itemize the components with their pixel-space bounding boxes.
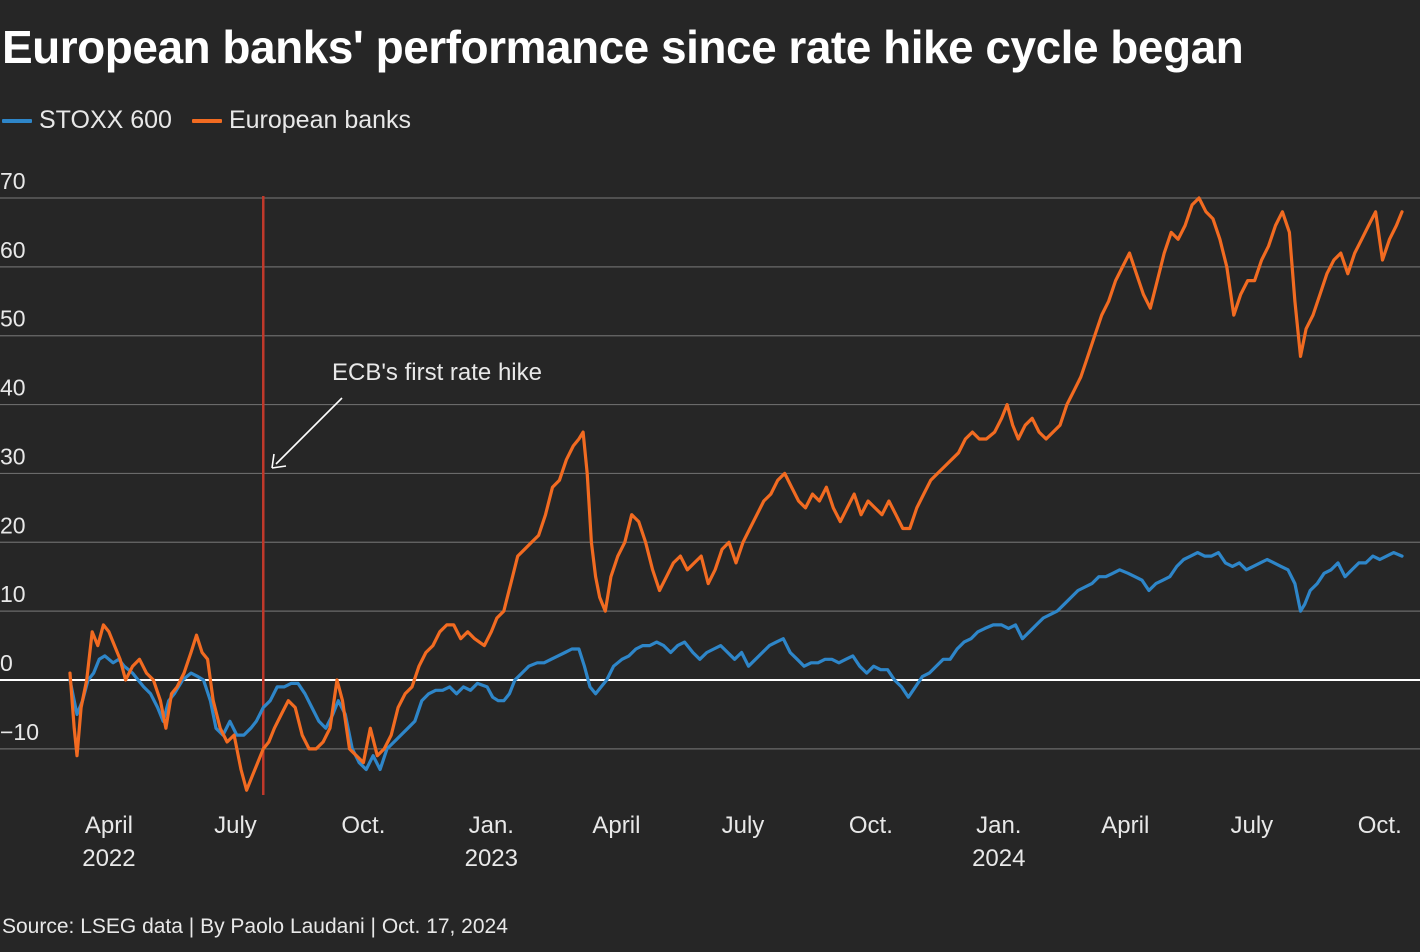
y-tick-label: 10: [0, 581, 26, 607]
annotation-arrow-shaft: [275, 397, 343, 465]
x-tick-label: July: [1230, 812, 1273, 839]
x-tick-year-label: 2023: [465, 845, 518, 872]
legend-label-banks: European banks: [228, 106, 412, 134]
y-tick-label: 40: [0, 375, 26, 401]
x-tick-year-label: 2022: [82, 845, 135, 872]
x-tick-label: Oct.: [849, 812, 893, 839]
annotation-label: ECB's first rate hike: [332, 359, 542, 386]
x-tick-label: July: [214, 812, 257, 839]
legend-item-banks: European banks: [191, 106, 412, 135]
y-tick-label: 20: [0, 512, 26, 538]
series-line-stoxx: [68, 551, 1404, 772]
x-tick-label: July: [722, 812, 765, 839]
x-tick-label: Jan.: [976, 812, 1021, 839]
legend-swatch-banks: [191, 118, 222, 123]
x-tick-label: April: [85, 812, 133, 839]
y-tick-label: −10: [0, 719, 39, 745]
annotation-arrow-head: [271, 453, 287, 469]
x-tick-label: Jan.: [469, 812, 514, 839]
y-tick-label: 30: [0, 443, 26, 469]
x-tick-label: April: [592, 812, 640, 839]
y-tick-label: 60: [0, 237, 26, 263]
y-tick-label: 70: [0, 168, 26, 194]
legend-item-stoxx: STOXX 600: [2, 106, 172, 135]
legend-label-stoxx: STOXX 600: [39, 106, 172, 134]
chart-title: European banks' performance since rate h…: [2, 21, 1244, 73]
series-line-banks: [68, 196, 1404, 792]
legend-swatch-stoxx: [2, 118, 32, 123]
x-tick-label: Oct.: [341, 812, 385, 839]
x-tick-label: Oct.: [1358, 812, 1402, 839]
x-tick-label: April: [1101, 812, 1149, 839]
legend: STOXX 600 European banks: [2, 106, 431, 135]
x-tick-year-label: 2024: [972, 845, 1025, 872]
source-note: Source: LSEG data | By Paolo Laudani | O…: [2, 915, 508, 938]
y-tick-label: 0: [0, 650, 13, 676]
y-tick-label: 50: [0, 306, 26, 332]
